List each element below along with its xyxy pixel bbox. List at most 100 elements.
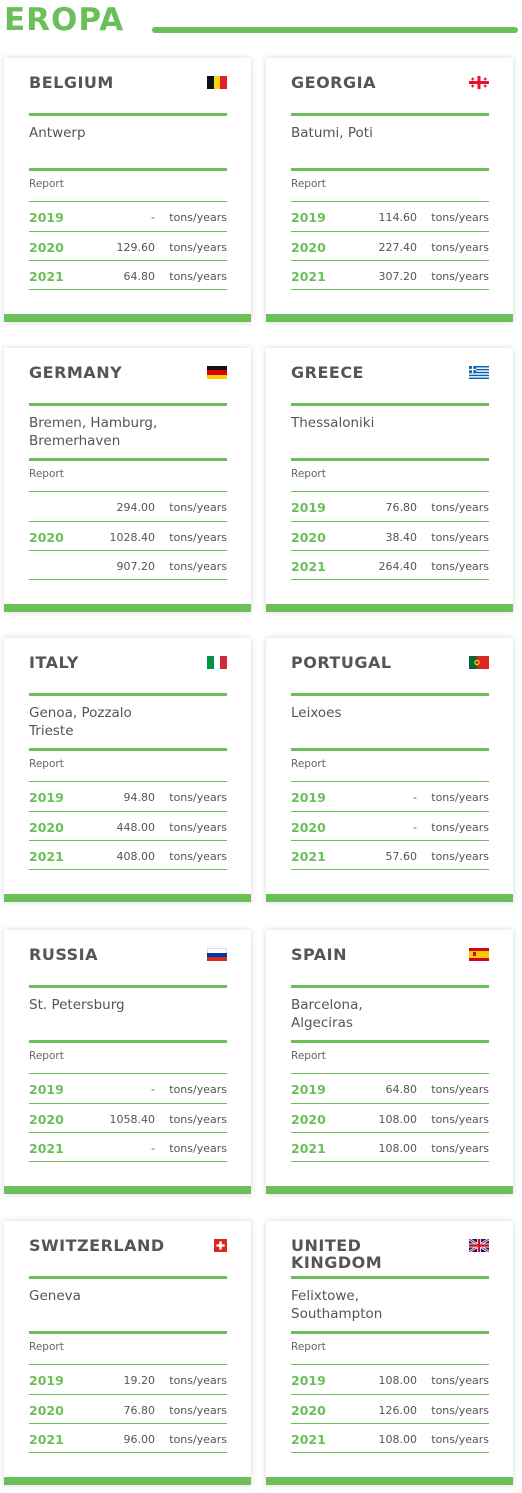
report-row: 2019 64.80 tons/years	[291, 1073, 489, 1103]
report-row: 2019 76.80 tons/years	[291, 491, 489, 521]
country-card-russia: RUSSIA St. Petersburg Report 2019 - tons…	[4, 930, 251, 1194]
divider	[29, 113, 227, 116]
report-row: 2019 - tons/years	[29, 1073, 227, 1103]
card-bottom-bar	[266, 1477, 513, 1485]
report-row: 2020 108.00 tons/years	[291, 1102, 489, 1133]
report-label: Report	[29, 1050, 64, 1062]
country-card-belgium: BELGIUM Antwerp Report 2019 - tons/years…	[4, 58, 251, 322]
year-label: 2019	[291, 210, 326, 225]
country-card-italy: ITALY Genoa, Pozzalo Trieste Report 2019…	[4, 638, 251, 902]
report-table: 2019 114.60 tons/years 2020 227.40 tons/…	[291, 201, 489, 290]
report-table: 294.00 tons/years 2020 1028.40 tons/year…	[29, 491, 227, 580]
unit-label: tons/years	[431, 1083, 489, 1096]
report-table: 2019 94.80 tons/years 2020 448.00 tons/y…	[29, 781, 227, 870]
divider	[29, 458, 227, 461]
unit-label: tons/years	[169, 240, 227, 254]
report-row: 2021 64.80 tons/years	[29, 260, 227, 290]
tonnage-value: 114.60	[378, 211, 418, 224]
tonnage-value: 76.80	[123, 1403, 156, 1417]
divider	[29, 403, 227, 406]
report-table: 2019 108.00 tons/years 2020 126.00 tons/…	[291, 1364, 489, 1453]
unit-label: tons/years	[431, 560, 489, 573]
unit-label: tons/years	[431, 211, 489, 224]
port-list: Barcelona, Algeciras	[291, 997, 363, 1031]
divider	[29, 168, 227, 171]
country-name: RUSSIA	[29, 945, 98, 964]
year-label: 2020	[291, 819, 326, 835]
country-card-greece: GREECE Thessaloniki Report 2019 76.80 to…	[266, 348, 513, 612]
tonnage-value: 108.00	[378, 1142, 418, 1155]
tonnage-value: 57.60	[385, 850, 418, 863]
year-label: 2019	[29, 790, 64, 805]
unit-label: tons/years	[169, 1433, 227, 1446]
unit-label: tons/years	[431, 820, 489, 834]
report-label: Report	[291, 758, 326, 770]
report-label: Report	[29, 758, 64, 770]
tonnage-value: 76.80	[385, 501, 418, 514]
unit-label: tons/years	[431, 530, 489, 544]
port-list: Felixtowe, Southampton	[291, 1288, 383, 1322]
unit-label: tons/years	[169, 530, 227, 544]
year-label: 2020	[291, 239, 326, 255]
russia-flag-icon	[207, 948, 227, 961]
divider	[291, 458, 489, 461]
card-bottom-bar	[266, 894, 513, 902]
country-name: GERMANY	[29, 363, 123, 382]
port-list: Geneva	[29, 1288, 81, 1304]
divider	[29, 1276, 227, 1279]
report-label: Report	[29, 178, 64, 190]
divider	[291, 1040, 489, 1043]
unit-label: tons/years	[169, 270, 227, 283]
divider	[291, 693, 489, 696]
tonnage-value: -	[151, 211, 155, 224]
unit-label: tons/years	[431, 1112, 489, 1126]
report-label: Report	[291, 1050, 326, 1062]
card-bottom-bar	[4, 894, 251, 902]
year-label: 2021	[291, 849, 326, 864]
country-card-germany: GERMANY Bremen, Hamburg, Bremerhaven Rep…	[4, 348, 251, 612]
report-row: 2021 408.00 tons/years	[29, 840, 227, 870]
card-bottom-bar	[266, 314, 513, 322]
report-row: 2020 448.00 tons/years	[29, 810, 227, 841]
report-label: Report	[29, 1341, 64, 1353]
report-row: 2019 - tons/years	[291, 781, 489, 811]
report-label: Report	[291, 1341, 326, 1353]
year-label: 2021	[29, 269, 64, 284]
year-label: 2020	[291, 529, 326, 545]
report-label: Report	[291, 178, 326, 190]
tonnage-value: 264.40	[378, 560, 418, 573]
port-list: Thessaloniki	[291, 415, 375, 431]
port-list: Batumi, Poti	[291, 125, 373, 141]
year-label: 2019	[29, 1082, 64, 1097]
united-kingdom-flag-icon	[469, 1239, 489, 1252]
country-name: UNITED KINGDOM	[291, 1236, 383, 1272]
country-name: GEORGIA	[291, 73, 376, 92]
tonnage-value: -	[413, 820, 417, 834]
unit-label: tons/years	[431, 1374, 489, 1387]
tonnage-value: 96.00	[123, 1433, 156, 1446]
country-name: ITALY	[29, 653, 79, 672]
report-row: 2021 - tons/years	[29, 1132, 227, 1162]
report-label: Report	[291, 468, 326, 480]
report-row: 2020 - tons/years	[291, 810, 489, 841]
unit-label: tons/years	[169, 1142, 227, 1155]
year-label: 2020	[291, 1402, 326, 1418]
tonnage-value: 108.00	[378, 1433, 418, 1446]
country-card-georgia: GEORGIA Batumi, Poti Report 2019 114.60 …	[266, 58, 513, 322]
greece-flag-icon	[469, 366, 489, 379]
country-name: BELGIUM	[29, 73, 114, 92]
report-row: 2019 - tons/years	[29, 201, 227, 231]
card-bottom-bar	[4, 314, 251, 322]
tonnage-value: 227.40	[378, 240, 418, 254]
tonnage-value: 38.40	[385, 530, 418, 544]
unit-label: tons/years	[169, 560, 227, 573]
country-name: SWITZERLAND	[29, 1236, 165, 1255]
port-list: Genoa, Pozzalo Trieste	[29, 705, 132, 739]
divider	[29, 748, 227, 751]
year-label: 2020	[29, 529, 64, 545]
report-row: 2019 94.80 tons/years	[29, 781, 227, 811]
report-row: 2021 57.60 tons/years	[291, 840, 489, 870]
report-row: 2020 126.00 tons/years	[291, 1393, 489, 1424]
tonnage-value: 64.80	[123, 270, 156, 283]
tonnage-value: 307.20	[378, 270, 418, 283]
